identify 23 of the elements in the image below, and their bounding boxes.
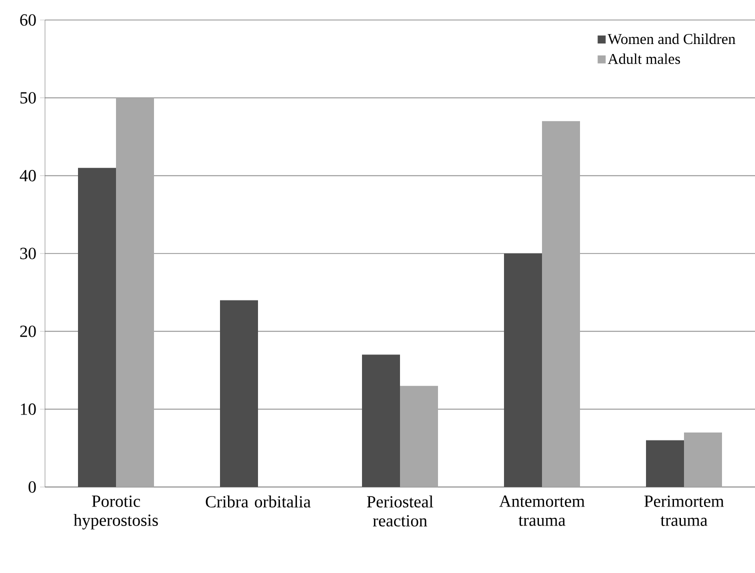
legend-label: Adult males	[608, 53, 680, 64]
y-tick-label: 40	[20, 170, 36, 182]
bar	[116, 98, 154, 487]
bar	[684, 432, 722, 487]
bar	[504, 254, 542, 487]
bar	[646, 440, 684, 487]
bar	[542, 121, 580, 487]
legend-label: Women and Children	[608, 34, 736, 44]
bar	[220, 300, 258, 487]
y-tick-label: 10	[20, 403, 36, 415]
y-tick-label: 50	[20, 92, 36, 104]
y-tick-label: 0	[28, 481, 36, 493]
x-tick-label: Antemortem trauma	[499, 496, 585, 526]
bar	[78, 168, 116, 487]
x-tick-label: Porotic hyperostosis	[74, 496, 158, 530]
x-tick-label: Periosteal reaction	[366, 496, 434, 526]
bar	[400, 386, 438, 487]
x-tick-label: Cribra orbitalia	[206, 496, 311, 508]
y-tick-label: 30	[20, 248, 36, 260]
bar	[362, 354, 400, 487]
x-tick-label: Perimortem trauma	[644, 496, 724, 526]
y-tick-label: 60	[20, 14, 36, 26]
y-tick-label: 20	[20, 326, 36, 338]
